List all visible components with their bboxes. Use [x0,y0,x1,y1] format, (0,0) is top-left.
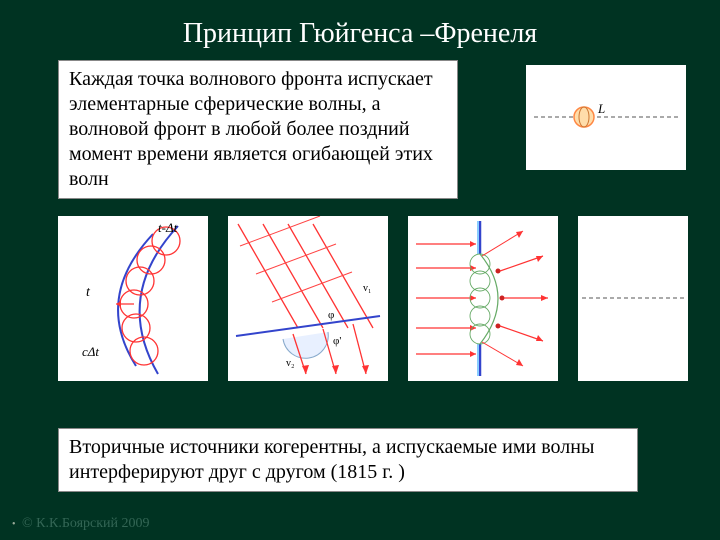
slide-title: Принцип Гюйгенса –Френеля [0,0,720,62]
diagram-blank [578,216,688,381]
source-label: L [597,101,605,116]
bullet-marker: • [12,519,16,530]
svg-text:t-Δt: t-Δt [158,220,178,235]
svg-text:v₁: v₁ [363,283,372,294]
diagram-point-source: L [526,65,686,170]
conclusion-box: Вторичные источники когерентны, а испуск… [58,428,638,492]
svg-text:cΔt: cΔt [82,344,99,359]
description-box: Каждая точка волнового фронта испускает … [58,60,458,199]
copyright-footer: © К.К.Боярский 2009 [22,516,150,532]
diagram-refraction: v₁ v₂ φ φ' [228,216,388,381]
diagram-diffraction [408,216,558,381]
svg-text:t: t [86,285,91,300]
svg-text:φ: φ [328,309,334,321]
diagram-envelope: t-Δt t cΔt [58,216,208,381]
svg-text:v₂: v₂ [286,358,295,369]
svg-text:φ': φ' [333,335,341,347]
